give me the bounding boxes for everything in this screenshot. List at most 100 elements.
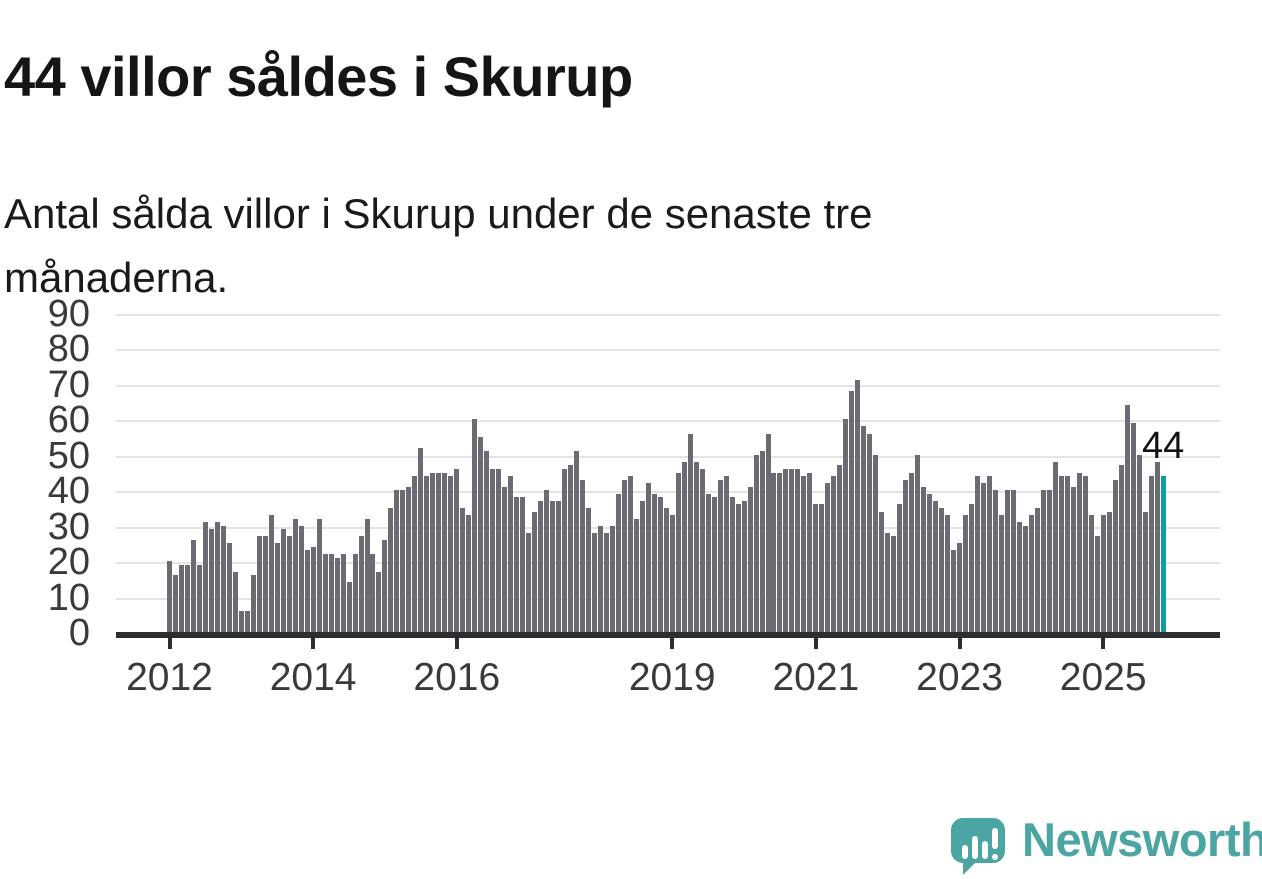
bar xyxy=(968,504,974,632)
x-axis-label-2021: 2021 xyxy=(772,656,860,699)
bar xyxy=(556,500,562,632)
y-axis-label-10: 10 xyxy=(47,576,90,619)
bar xyxy=(460,507,466,632)
bar xyxy=(735,504,741,632)
bar xyxy=(753,454,759,632)
bar-chart-plot-area xyxy=(116,314,1220,649)
bar xyxy=(651,493,657,632)
bar xyxy=(322,554,328,632)
bar xyxy=(250,575,256,632)
bar xyxy=(711,497,717,632)
bar xyxy=(1028,515,1034,632)
y-axis-label-70: 70 xyxy=(47,363,90,406)
bar xyxy=(597,525,603,632)
bar xyxy=(256,536,262,632)
gridline-80 xyxy=(116,349,1220,352)
chart-subtitle: Antal sålda villor i Skurup under de sen… xyxy=(4,182,873,310)
x-tick-2023 xyxy=(957,638,962,649)
bar xyxy=(867,433,873,632)
bar xyxy=(1106,511,1112,632)
logo-chart-bar-1-icon xyxy=(962,845,968,859)
bar xyxy=(364,518,370,632)
bar xyxy=(448,476,454,632)
bar xyxy=(693,461,699,632)
bar-highlight-latest xyxy=(1160,476,1166,632)
bar xyxy=(909,472,915,632)
bar xyxy=(196,564,202,632)
bar xyxy=(1112,479,1118,632)
bar xyxy=(723,476,729,632)
bar xyxy=(184,564,190,632)
bar xyxy=(927,493,933,632)
bar xyxy=(406,486,412,632)
bar xyxy=(843,419,849,632)
bar xyxy=(669,515,675,632)
bar xyxy=(1148,476,1154,632)
y-axis-label-40: 40 xyxy=(47,470,90,513)
bar xyxy=(579,479,585,632)
bar xyxy=(502,486,508,632)
bar xyxy=(992,490,998,632)
gridline-70 xyxy=(116,384,1220,387)
bar xyxy=(603,532,609,632)
highlight-value-label: 44 xyxy=(1142,425,1185,467)
x-tick-2014 xyxy=(311,638,316,649)
bar xyxy=(813,504,819,632)
x-tick-2016 xyxy=(454,638,459,649)
bar xyxy=(1130,422,1136,632)
bar xyxy=(789,468,795,632)
bar xyxy=(400,490,406,632)
bar xyxy=(759,451,765,632)
bar xyxy=(747,486,753,632)
bar xyxy=(921,486,927,632)
bar xyxy=(178,564,184,632)
bar xyxy=(490,468,496,632)
bar xyxy=(1058,476,1064,632)
y-axis-label-80: 80 xyxy=(47,328,90,371)
bar xyxy=(951,550,957,632)
bar xyxy=(340,554,346,632)
bar xyxy=(454,468,460,632)
bar xyxy=(1040,490,1046,632)
bar xyxy=(585,507,591,632)
bar xyxy=(1052,461,1058,632)
x-tick-2025 xyxy=(1101,638,1106,649)
bar xyxy=(442,472,448,632)
bar xyxy=(879,511,885,632)
bar xyxy=(562,468,567,632)
x-axis-label-2019: 2019 xyxy=(628,656,716,699)
logo-chart-bar-2-icon xyxy=(972,836,978,859)
bar xyxy=(819,504,825,632)
bar xyxy=(514,497,520,632)
bar xyxy=(974,476,980,632)
bar xyxy=(1070,486,1076,632)
bar xyxy=(939,507,945,632)
bar xyxy=(167,561,172,632)
bar xyxy=(208,529,214,632)
bar xyxy=(795,468,801,632)
bar xyxy=(358,536,364,632)
bar xyxy=(633,518,639,632)
bar xyxy=(412,476,418,632)
bar xyxy=(837,465,843,632)
bar xyxy=(430,472,436,632)
bar xyxy=(783,468,789,632)
bar xyxy=(508,476,514,632)
bar xyxy=(1082,476,1088,632)
x-axis-label-2023: 2023 xyxy=(916,656,1003,699)
bar xyxy=(741,500,747,632)
bar xyxy=(855,380,861,632)
bar xyxy=(472,419,478,632)
bar xyxy=(520,497,526,632)
bar xyxy=(478,437,484,632)
bar xyxy=(1136,454,1142,632)
bar xyxy=(705,493,711,632)
bar xyxy=(699,468,705,632)
bar xyxy=(963,515,968,632)
bar xyxy=(268,515,274,632)
bar xyxy=(621,479,627,632)
bar xyxy=(1100,515,1106,632)
bar xyxy=(1010,490,1016,632)
bar xyxy=(807,472,813,632)
